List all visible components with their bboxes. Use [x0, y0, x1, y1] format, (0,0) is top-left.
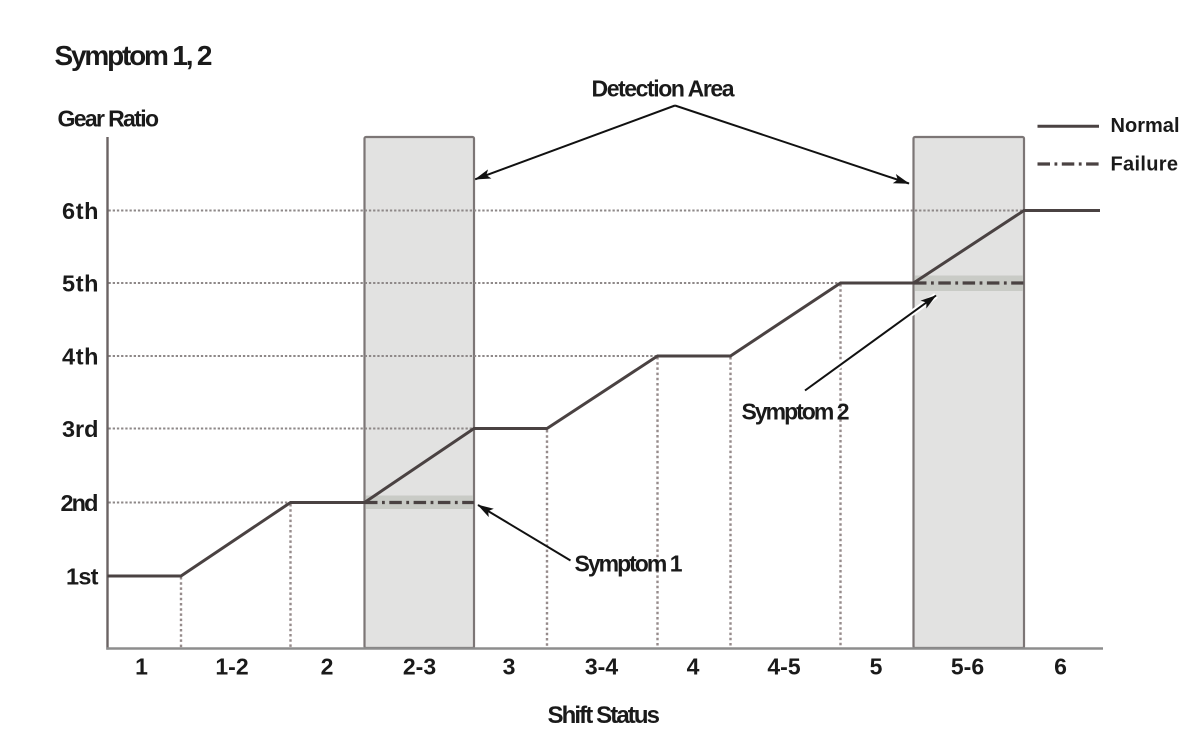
svg-text:1-2: 1-2 [215, 653, 248, 679]
svg-text:1: 1 [135, 653, 148, 679]
svg-text:1st: 1st [66, 564, 99, 590]
svg-text:3rd: 3rd [62, 416, 99, 442]
svg-text:Symptom 1, 2: Symptom 1, 2 [55, 40, 213, 71]
svg-text:6th: 6th [62, 198, 99, 224]
svg-text:2-3: 2-3 [403, 653, 436, 679]
svg-text:4: 4 [687, 653, 700, 679]
svg-text:Symptom 1: Symptom 1 [575, 550, 683, 576]
svg-text:5: 5 [870, 653, 883, 679]
svg-text:4-5: 4-5 [767, 653, 800, 679]
svg-text:3-4: 3-4 [585, 653, 618, 679]
svg-text:6: 6 [1054, 653, 1067, 679]
svg-text:4th: 4th [62, 344, 99, 370]
svg-text:Failure: Failure [1111, 153, 1179, 175]
svg-text:5th: 5th [62, 271, 99, 297]
svg-text:Normal: Normal [1111, 115, 1180, 137]
svg-text:5-6: 5-6 [951, 653, 984, 679]
svg-text:Detection Area: Detection Area [592, 75, 735, 101]
svg-text:3: 3 [503, 653, 516, 679]
svg-text:2: 2 [321, 653, 334, 679]
svg-text:Shift Status: Shift Status [548, 702, 661, 729]
svg-text:Gear Ratio: Gear Ratio [58, 105, 160, 131]
svg-text:Symptom 2: Symptom 2 [742, 398, 850, 424]
svg-text:2nd: 2nd [61, 490, 99, 516]
